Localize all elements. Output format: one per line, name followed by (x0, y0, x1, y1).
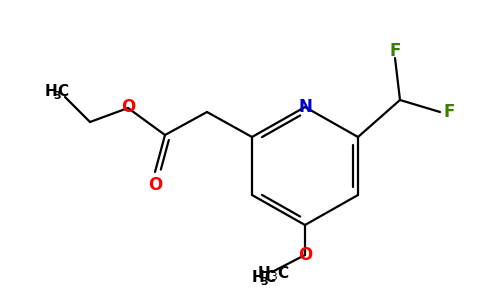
Text: H: H (45, 85, 58, 100)
Text: F: F (389, 42, 401, 60)
Text: F: F (443, 103, 454, 121)
Text: O: O (298, 246, 312, 264)
Text: O: O (121, 98, 135, 116)
Text: H: H (252, 271, 264, 286)
Text: O: O (148, 176, 162, 194)
Text: 3: 3 (260, 277, 268, 287)
Text: H: H (257, 266, 270, 281)
Text: 3: 3 (53, 91, 61, 101)
Text: $_3$C: $_3$C (270, 265, 289, 283)
Text: N: N (298, 98, 312, 116)
Text: C: C (264, 271, 275, 286)
Text: C: C (58, 85, 69, 100)
